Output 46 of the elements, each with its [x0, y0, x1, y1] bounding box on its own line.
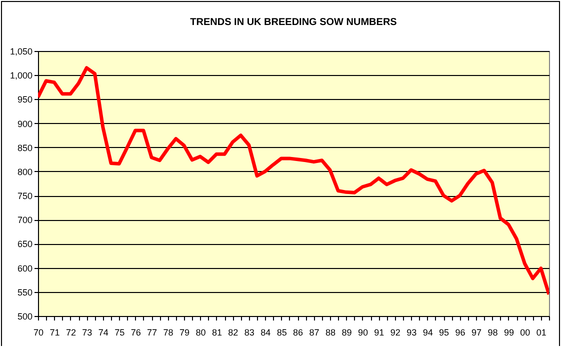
x-tick-label: 73: [82, 328, 92, 338]
x-tick-label: 76: [130, 328, 141, 338]
x-tick-label: 92: [390, 328, 400, 338]
y-tick-label: 650: [17, 239, 32, 250]
x-tick-label: 88: [325, 328, 336, 338]
x-tick-label: 99: [504, 328, 514, 338]
x-tick-label: 81: [212, 328, 222, 338]
x-tick-label: 80: [196, 328, 206, 338]
x-tick-label: 93: [406, 328, 417, 338]
x-tick-label: 79: [179, 328, 190, 338]
x-tick-label: 94: [422, 328, 433, 338]
x-tick-label: 97: [471, 328, 482, 338]
x-tick-label: 72: [66, 328, 76, 338]
x-tick-label: 83: [244, 328, 254, 338]
x-tick-label: 86: [293, 328, 304, 338]
y-tick-label: 1,050: [10, 46, 32, 56]
y-tick-label: 750: [17, 191, 32, 202]
chart-title: TRENDS IN UK BREEDING SOW NUMBERS: [190, 17, 398, 28]
x-tick-label: 87: [309, 328, 320, 338]
y-tick-label: 800: [17, 166, 32, 177]
x-tick-label: 00: [520, 328, 530, 338]
y-tick-label: 550: [17, 287, 32, 298]
x-tick-label: 70: [33, 328, 44, 338]
x-tick-label: 96: [455, 328, 466, 338]
y-tick-label: 600: [17, 263, 32, 274]
x-tick-label: 84: [260, 328, 271, 338]
line-series: [38, 66, 549, 296]
x-tick-label: 85: [276, 328, 287, 338]
y-tick-label: 700: [17, 215, 32, 226]
x-tick-label: 98: [488, 328, 498, 338]
x-tick-label: 78: [163, 328, 174, 338]
x-tick-label: 90: [358, 328, 368, 338]
y-tick-label: 500: [17, 312, 32, 322]
x-tick-label: 82: [228, 328, 238, 338]
x-tick-label: 89: [342, 328, 352, 338]
x-tick-label: 75: [114, 328, 125, 338]
y-tick-label: 850: [17, 142, 32, 153]
x-tick-label: 91: [374, 328, 384, 338]
x-tick-label: 77: [147, 328, 158, 338]
x-tick-label: 74: [98, 328, 108, 338]
x-tick-label: 95: [439, 328, 450, 338]
y-tick-label: 950: [17, 94, 32, 105]
y-tick-label: 1,000: [10, 70, 32, 81]
x-tick-label: 71: [50, 328, 60, 338]
x-tick-label: 01: [536, 328, 546, 338]
y-tick-label: 900: [17, 118, 32, 129]
